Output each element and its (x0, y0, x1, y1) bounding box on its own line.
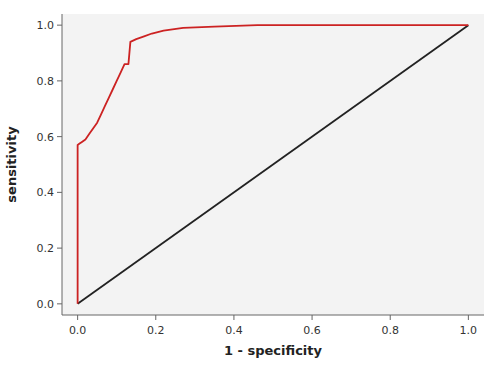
y-axis-line (62, 14, 63, 315)
plot-background (62, 14, 484, 315)
x-tick (233, 315, 234, 320)
x-tick (312, 315, 313, 320)
y-tick-label: 0.4 (37, 186, 55, 199)
y-axis-label: sensitivity (4, 126, 19, 203)
y-tick (57, 25, 62, 26)
y-tick-label: 1.0 (37, 19, 55, 32)
y-tick-label: 0.6 (37, 131, 55, 144)
x-tick (77, 315, 78, 320)
x-tick-label: 0.6 (303, 324, 321, 337)
y-tick-label: 0.8 (37, 75, 55, 88)
y-tick (57, 80, 62, 81)
chart: 0.0 0.2 0.4 0.6 0.8 1.0 0.0 0.2 0.4 0.6 0.8 1.0 1 - … (0, 0, 500, 367)
y-tick-label: 0.2 (37, 242, 55, 255)
y-tick (57, 248, 62, 249)
plot-area (78, 25, 469, 304)
x-tick-label: 1.0 (460, 324, 478, 337)
y-tick (57, 136, 62, 137)
x-tick-label: 0.2 (147, 324, 165, 337)
y-tick-label: 0.0 (37, 298, 55, 311)
series-line (78, 25, 469, 304)
x-axis-line (62, 315, 484, 316)
series-line (78, 25, 469, 304)
y-tick (57, 303, 62, 304)
x-axis-label: 1 - specificity (224, 343, 323, 358)
x-tick (468, 315, 469, 320)
y-tick (57, 192, 62, 193)
x-tick-label: 0.4 (225, 324, 243, 337)
x-tick-label: 0.8 (381, 324, 399, 337)
x-tick (390, 315, 391, 320)
x-tick-label: 0.0 (69, 324, 87, 337)
x-tick (155, 315, 156, 320)
